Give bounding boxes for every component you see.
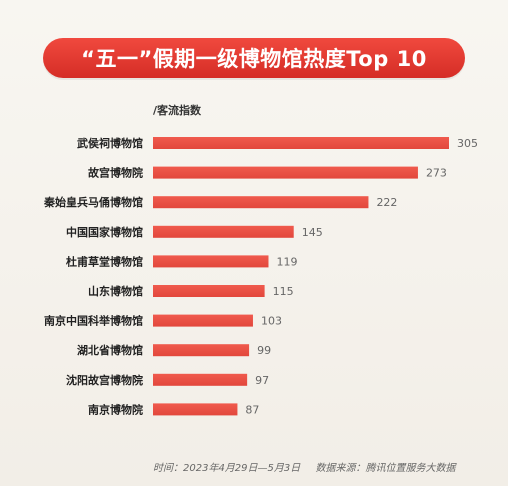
footer-time: 时间：2023年4月29日—5月3日 [153, 463, 301, 474]
value-label: 97 [255, 374, 269, 387]
bar [153, 196, 369, 209]
value-label: 222 [376, 196, 397, 209]
category-label: 杜甫草堂博物馆 [66, 254, 143, 268]
value-label: 115 [273, 285, 294, 298]
category-label: 中国国家博物馆 [66, 225, 143, 239]
value-label: 273 [426, 167, 447, 180]
title-banner: “五一”假期一级博物馆热度Top 10 [43, 38, 465, 78]
value-label: 87 [245, 403, 259, 416]
value-label: 99 [257, 344, 271, 357]
category-label: 湖北省博物馆 [77, 343, 143, 357]
footer: 时间：2023年4月29日—5月3日 数据来源：腾讯位置服务大数据 [153, 459, 455, 474]
value-label: 119 [276, 255, 297, 268]
category-label: 沈阳故宫博物院 [66, 373, 143, 387]
footer-source: 数据来源：腾讯位置服务大数据 [315, 463, 456, 474]
bar [153, 166, 418, 179]
bar [153, 137, 449, 149]
category-label: 南京博物院 [88, 402, 143, 416]
value-label: 103 [261, 315, 282, 328]
bar [153, 225, 294, 238]
bar [153, 344, 250, 357]
bar [153, 255, 269, 268]
bar [153, 285, 265, 297]
value-axis-label: /客流指数 [153, 104, 202, 117]
bar [153, 403, 238, 416]
value-label: 305 [457, 137, 478, 150]
category-label: 山东博物馆 [88, 284, 143, 298]
category-label: 秦始皇兵马俑博物馆 [43, 195, 143, 209]
category-label: 武侯祠博物馆 [77, 136, 143, 150]
bar [153, 314, 253, 327]
bar [153, 373, 248, 386]
chart-title: “五一”假期一级博物馆热度Top 10 [81, 47, 427, 71]
category-label: 故宫博物院 [88, 166, 143, 180]
value-label: 145 [302, 226, 323, 239]
category-label: 南京中国科举博物馆 [44, 314, 143, 328]
